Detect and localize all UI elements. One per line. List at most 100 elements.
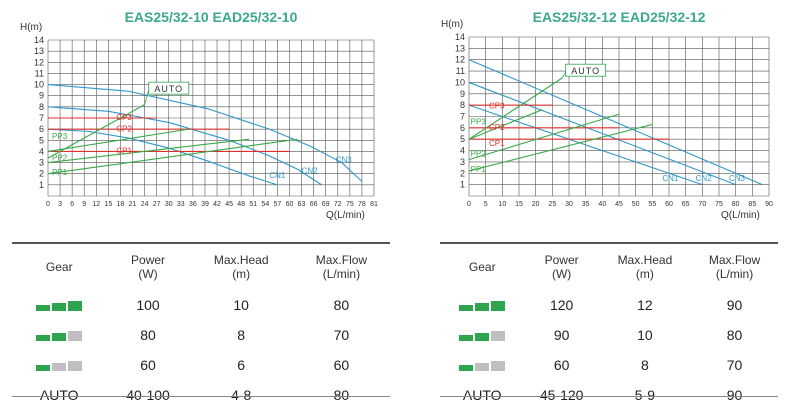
x-tick-label: 20 [532,201,540,208]
series-label-cn2: CN2 [696,174,713,183]
x-tick-label: 54 [261,201,269,208]
gear-cell [12,320,107,350]
x-tick-label: 10 [498,201,506,208]
table-left-bottom-rule [12,396,390,397]
gear-bar [475,363,490,372]
header-max-flow: Max.Flow (L/min) [315,253,368,281]
x-tick-label: 21 [129,201,137,208]
header-gear: Gear [45,260,73,274]
x-tick-label: 0 [467,201,471,208]
series-label-cp2: CP2 [116,124,132,133]
x-axis-label: Q(L/min) [326,210,365,221]
y-tick-label: 3 [460,157,465,167]
x-tick-label: 42 [213,201,221,208]
head-cell: 8 [237,327,246,343]
x-tick-label: 60 [286,201,294,208]
y-tick-label: 12 [455,55,465,65]
header-power: Power (W) [131,253,166,281]
gear-level-icon [459,361,506,372]
x-tick-label: 36 [189,201,197,208]
table-header-row: Gear Power (W) Max.Head (m) Max.Flow (L/min… [440,244,778,290]
gear-bar [491,361,506,372]
chart-right: EAS25/32-12 EAD25/32-120 5 10 15 20 25 30 35 40 4… [441,9,773,221]
header-gear: Gear [468,260,496,274]
x-tick-label: 15 [515,201,523,208]
header-max-head: Max.Head (m) [617,253,673,281]
head-cell: 4-8 [231,387,252,403]
x-tick-label: 9 [82,201,86,208]
flow-cell: 80 [726,327,743,343]
auto-leader-line [561,72,567,79]
gear-cell [440,320,525,350]
x-tick-label: 72 [334,201,342,208]
series-pp3 [468,109,543,140]
chart-title: EAS25/32-12 EAD25/32-12 [533,9,706,25]
power-cell: 100 [136,297,160,313]
power-cell: 60 [553,357,570,373]
y-tick-label: 7 [460,112,465,122]
series-label-cn2: CN2 [302,167,319,176]
gear-cell [12,350,107,380]
series-label-cn1: CN1 [662,174,679,183]
auto-leader-line [144,90,150,105]
power-cell: 45-120 [539,387,584,403]
x-tick-label: 81 [370,201,378,208]
y-axis-label: H(m) [441,19,463,30]
x-tick-label: 30 [165,201,173,208]
head-cell: 10 [637,327,653,343]
spec-table-right: Gear Power (W) Max.Head (m) Max.Flow (L/min… [440,244,778,410]
power-cell: 120 [549,297,574,313]
series-label-pp1: PP1 [52,168,68,177]
gear-bar [52,363,67,372]
flow-cell: 90 [726,387,743,403]
y-tick-label: 12 [34,57,44,67]
series-label-cn3: CN3 [729,174,746,183]
x-tick-label: 30 [565,201,573,208]
auto-label-frame [148,81,190,95]
series-auto [47,104,145,159]
power-cell: 60 [140,357,156,373]
table-row: 60 6 60 [12,350,390,380]
gear-bar [68,301,83,312]
table-header-row: Gear Power (W) Max.Head (m) Max.Flow (L/min… [12,244,390,290]
header-max-head: Max.Head (m) [213,253,269,281]
flow-cell: 70 [726,357,743,373]
table-row: 120 12 90 [440,290,778,320]
series-label-cp2: CP2 [489,123,505,132]
y-tick-label: 2 [460,168,465,178]
gear-level-icon [459,301,506,312]
gear-bar [459,365,474,372]
flow-cell: 60 [333,357,350,373]
gear-bar [52,303,67,312]
y-tick-label: 10 [34,80,44,90]
y-tick-label: 1 [39,180,44,190]
series-label-cn1: CN1 [269,171,286,180]
head-cell: 12 [637,297,653,313]
y-tick-label: 5 [39,135,44,145]
x-tick-label: 18 [117,201,125,208]
series-label-cp3: CP3 [489,102,505,111]
x-tick-label: 40 [598,201,606,208]
y-axis-label: H(m) [20,22,42,33]
gear-level-icon [459,331,506,342]
x-tick-label: 75 [346,201,354,208]
series-pp1 [47,138,298,175]
x-tick-label: 55 [648,201,656,208]
y-tick-label: 2 [39,169,44,179]
gear-bar [36,335,51,342]
power-cell: 40-100 [126,387,170,403]
gear-bar [68,361,83,372]
series-label-cn3: CN3 [336,156,353,165]
series-auto [468,77,563,140]
gear-bar [36,305,51,312]
series-cn1 [47,128,278,186]
y-tick-label: 14 [34,35,44,45]
y-tick-label: 6 [39,124,44,134]
x-tick-label: 70 [698,201,706,208]
x-tick-label: 80 [732,201,740,208]
y-tick-label: 11 [456,66,465,76]
header-power: Power (W) [544,253,579,281]
table-row: 60 8 70 [440,350,778,380]
y-tick-label: 13 [455,43,465,53]
gear-auto-cell: AUTO [39,387,79,403]
